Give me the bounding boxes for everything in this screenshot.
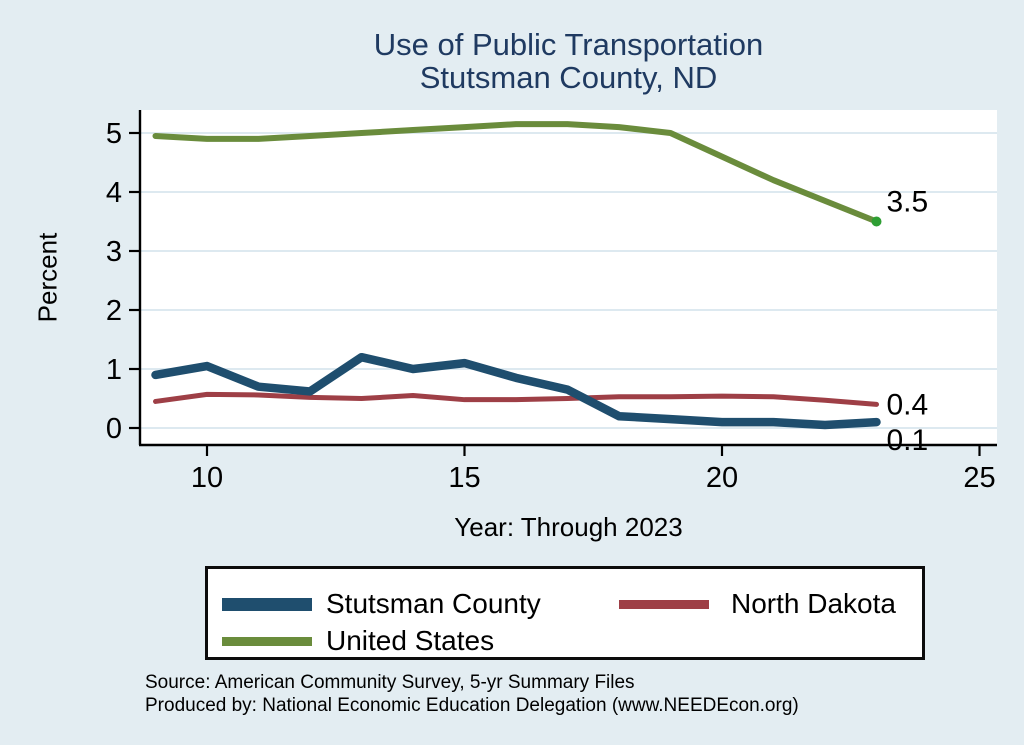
- chart-title-line1: Use of Public Transportation: [373, 27, 764, 62]
- y-tick-label-4: 4: [106, 177, 122, 209]
- end-label-north-dakota: 0.4: [887, 388, 929, 421]
- chart-title: Use of Public Transportation Stutsman Co…: [140, 28, 997, 94]
- y-axis-title: Percent: [32, 232, 63, 323]
- legend-label-united-states: United States: [326, 625, 495, 656]
- legend-label-stutsman-county: Stutsman County: [326, 588, 541, 619]
- produced-by-line: Produced by: National Economic Education…: [145, 695, 799, 716]
- series-line-united-states: [152, 121, 880, 225]
- legend-label-north-dakota: North Dakota: [731, 588, 896, 619]
- x-tick-label-10: 10: [191, 462, 223, 494]
- source-note: Source: American Community Survey, 5-yr …: [145, 671, 799, 717]
- x-tick-label-20: 20: [706, 462, 738, 494]
- y-tick-label-3: 3: [106, 236, 122, 268]
- legend-swatch-united-states: [222, 636, 312, 646]
- y-tick-label-2: 2: [106, 295, 122, 327]
- series-line-north-dakota: [153, 391, 879, 407]
- y-tick-label-5: 5: [106, 118, 122, 150]
- legend-swatch-stutsman-county: [222, 597, 312, 611]
- x-tick-label-25: 25: [963, 462, 995, 494]
- legend-swatch-north-dakota: [619, 599, 709, 609]
- x-tick-label-15: 15: [448, 462, 480, 494]
- series-line-stutsman-county: [151, 352, 881, 430]
- y-tick-label-0: 0: [106, 413, 122, 445]
- legend: Stutsman County North Dakota United Stat…: [205, 566, 925, 660]
- plot-area: 0 1 2 3 4 5 10 15 20 25 0.10.4 3.5: [106, 110, 997, 494]
- end-label-united-states: 3.5: [887, 186, 929, 219]
- y-tick-label-1: 1: [106, 354, 122, 386]
- source-line: Source: American Community Survey, 5-yr …: [145, 672, 635, 693]
- us-end-marker: [871, 216, 882, 227]
- chart-title-line2: Stutsman County, ND: [419, 60, 718, 95]
- end-label-stutsman-county: 0.1: [887, 424, 929, 457]
- x-axis-title: Year: Through 2023: [454, 512, 683, 542]
